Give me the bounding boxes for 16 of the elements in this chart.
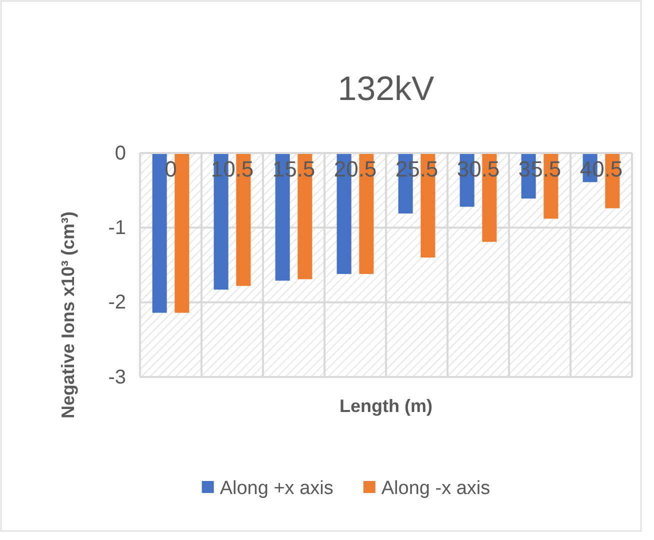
y-tick-label: 0: [114, 142, 126, 164]
x-tick-label: 15.5: [272, 156, 316, 182]
x-tick-label: 25.5: [395, 156, 438, 182]
x-axis-title: Length (m): [340, 396, 432, 416]
y-tick-label: -2: [108, 292, 126, 314]
y-axis-title: Negative Ions x10³ (cm³): [58, 211, 78, 419]
x-tick-label: 30.5: [456, 156, 500, 182]
x-tick-label: 40.5: [580, 156, 623, 182]
y-tick-label: -3: [108, 366, 126, 388]
x-tick-label: 10.5: [210, 156, 254, 182]
legend-label: Along +x axis: [220, 478, 334, 499]
legend-label: Along -x axis: [381, 478, 490, 499]
chart-title: 132kV: [338, 70, 435, 108]
x-tick-label: 20.5: [334, 156, 377, 182]
x-tick-label: 35.5: [518, 156, 562, 182]
y-tick-label: -1: [108, 217, 126, 240]
